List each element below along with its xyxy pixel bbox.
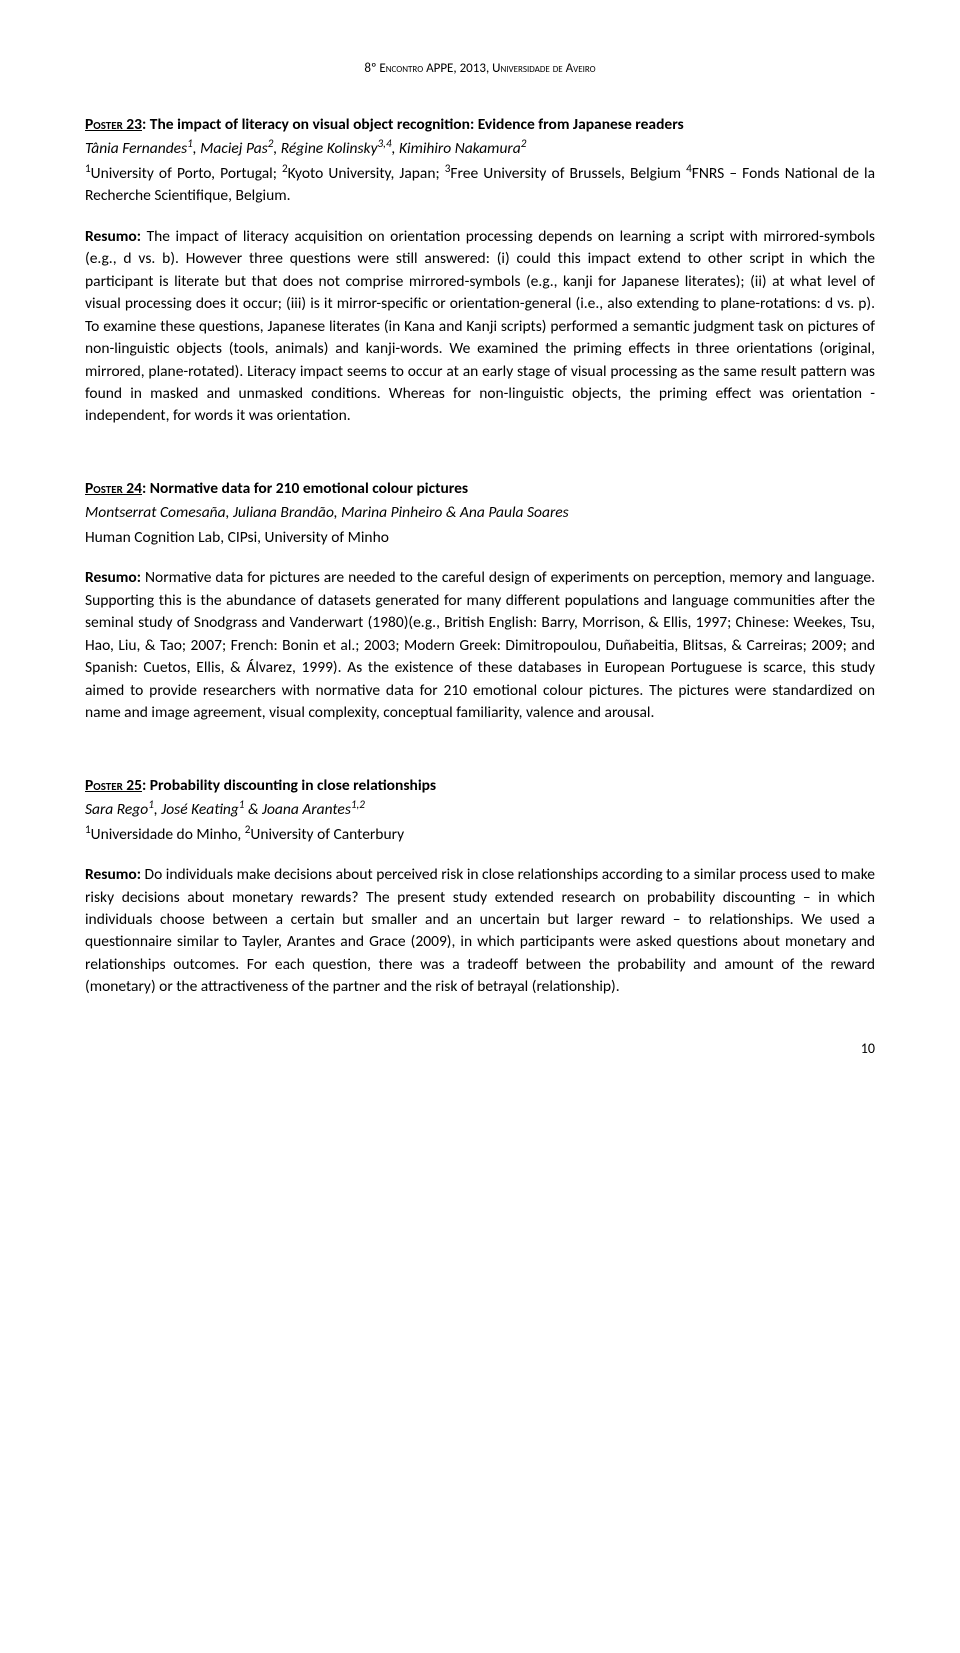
poster-label: Poster 23	[85, 115, 142, 134]
poster-title: Poster 23: The impact of literacy on vis…	[85, 114, 875, 136]
poster-24: Poster 24: Normative data for 210 emotio…	[85, 478, 875, 725]
resumo-text: Normative data for pictures are needed t…	[85, 568, 875, 722]
authors: Montserrat Comesaña, Juliana Brandão, Ma…	[85, 502, 875, 524]
title-text: : Normative data for 210 emotional colou…	[142, 479, 468, 498]
resumo-label: Resumo:	[85, 865, 141, 884]
poster-title: Poster 24: Normative data for 210 emotio…	[85, 478, 875, 500]
resumo: Resumo: Do individuals make decisions ab…	[85, 864, 875, 999]
affiliations: 1Universidade do Minho, 2University of C…	[85, 824, 875, 846]
poster-label: Poster 25	[85, 776, 142, 795]
affiliations: Human Cognition Lab, CIPsi, University o…	[85, 527, 875, 549]
resumo: Resumo: The impact of literacy acquisiti…	[85, 226, 875, 428]
affiliations: 1University of Porto, Portugal; 2Kyoto U…	[85, 163, 875, 208]
resumo-label: Resumo:	[85, 568, 141, 587]
page-header: 8º Encontro APPE, 2013, Universidade de …	[85, 60, 875, 79]
authors: Sara Rego1, José Keating1 & Joana Arante…	[85, 799, 875, 821]
resumo-text: Do individuals make decisions about perc…	[85, 865, 875, 996]
poster-label: Poster 24	[85, 479, 142, 498]
title-text: : The impact of literacy on visual objec…	[142, 115, 684, 134]
authors: Tânia Fernandes1, Maciej Pas2, Régine Ko…	[85, 138, 875, 160]
poster-25: Poster 25: Probability discounting in cl…	[85, 775, 875, 999]
page-number: 10	[85, 1039, 875, 1059]
poster-23: Poster 23: The impact of literacy on vis…	[85, 114, 875, 428]
resumo-label: Resumo:	[85, 227, 141, 246]
resumo: Resumo: Normative data for pictures are …	[85, 567, 875, 724]
poster-title: Poster 25: Probability discounting in cl…	[85, 775, 875, 797]
resumo-text: The impact of literacy acquisition on or…	[85, 227, 875, 426]
title-text: : Probability discounting in close relat…	[142, 776, 436, 795]
